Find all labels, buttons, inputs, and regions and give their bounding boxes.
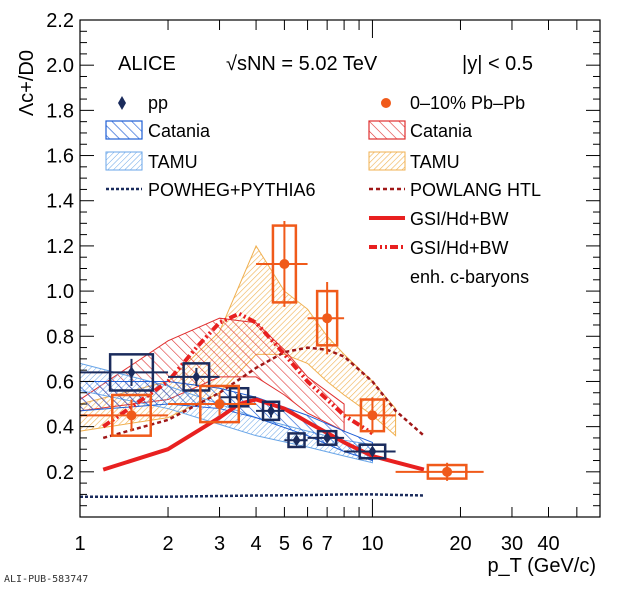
legend-tamu-pbpb-swatch bbox=[368, 151, 406, 171]
pbpb-point bbox=[256, 221, 308, 307]
legend-catania-pp-label: Catania bbox=[148, 121, 211, 141]
pp-point bbox=[168, 362, 220, 392]
y-tick-label: 2.0 bbox=[46, 55, 74, 77]
legend-powheg-label: POWHEG+PYTHIA6 bbox=[148, 180, 316, 200]
legend-gsi-label: GSI/Hd+BW bbox=[410, 209, 509, 229]
y-tick-label: 2.2 bbox=[46, 10, 74, 32]
x-tick-label: 7 bbox=[322, 533, 333, 555]
pp-marker bbox=[192, 370, 201, 383]
y-tick-label: 1.4 bbox=[46, 191, 74, 213]
energy-label: √sNN = 5.02 TeV bbox=[226, 53, 378, 75]
y-tick-label: 0.4 bbox=[46, 417, 74, 439]
pbpb-point bbox=[80, 393, 169, 437]
x-tick-label: 3 bbox=[214, 533, 225, 555]
legend-powlang-label: POWLANG HTL bbox=[410, 180, 541, 200]
y-axis-title: Λc+/D0 bbox=[16, 50, 38, 116]
pp-marker bbox=[267, 404, 276, 417]
legend-pbpb-marker bbox=[381, 98, 391, 108]
powlang-pbpb-line bbox=[102, 346, 425, 440]
pp-point bbox=[80, 353, 169, 392]
y-tick-label: 1.6 bbox=[46, 146, 74, 168]
y-tick-label: 0.2 bbox=[46, 462, 74, 484]
x-tick-label: 20 bbox=[449, 533, 471, 555]
pbpb-marker bbox=[322, 313, 333, 324]
pp-marker bbox=[127, 366, 136, 379]
y-tick-label: 0.6 bbox=[46, 371, 74, 393]
pp-point bbox=[256, 400, 285, 422]
pbpb-marker bbox=[279, 258, 290, 269]
pbpb-marker bbox=[126, 410, 137, 421]
pbpb-marker bbox=[367, 410, 378, 421]
legend-gsi-enh-label-2: enh. c-baryons bbox=[410, 267, 529, 287]
axes: 0.2 0.4 0.6 0.8 1.0 1.2 1.4 1.6 1.8 2.0 2.2 1 2 3 4 5 6 7… bbox=[46, 10, 601, 555]
x-tick-label: 2 bbox=[162, 533, 173, 555]
legend-pp-marker bbox=[118, 96, 126, 110]
gsi-enh-pbpb-line bbox=[102, 311, 374, 436]
pbpb-point bbox=[344, 397, 396, 434]
pp-point bbox=[307, 429, 345, 446]
publication-id: ALI-PUB-583747 bbox=[4, 574, 89, 585]
legend-tamu-pbpb-label: TAMU bbox=[410, 152, 460, 172]
pbpb-point bbox=[307, 282, 345, 355]
legend-catania-pbpb-swatch bbox=[368, 120, 406, 140]
legend-pbpb-label: 0–10% Pb–Pb bbox=[410, 93, 525, 113]
legend-pp-label: pp bbox=[148, 93, 168, 113]
pbpb-marker bbox=[442, 466, 453, 477]
legend-catania-pp-swatch bbox=[105, 120, 143, 140]
y-tick-label: 0.8 bbox=[46, 326, 74, 348]
legend-tamu-pp-swatch bbox=[105, 151, 143, 171]
x-axis-title: p_T (GeV/c) bbox=[487, 555, 596, 577]
x-tick-label: 5 bbox=[279, 533, 290, 555]
pbpb-marker bbox=[214, 399, 225, 410]
pbpb-point bbox=[168, 384, 257, 424]
pbpb-point bbox=[395, 462, 484, 481]
pp-marker bbox=[292, 434, 301, 447]
y-tick-label: 1.2 bbox=[46, 236, 74, 258]
legend-tamu-pp-label: TAMU bbox=[148, 152, 198, 172]
y-tick-label: 1.8 bbox=[46, 100, 74, 122]
x-tick-label: 10 bbox=[361, 533, 383, 555]
x-tick-label: 1 bbox=[74, 533, 85, 555]
x-tick-label: 30 bbox=[501, 533, 523, 555]
pp-marker bbox=[323, 431, 332, 444]
powheg-pp-line bbox=[80, 493, 424, 498]
x-tick-label: 4 bbox=[251, 533, 262, 555]
rapidity-label: |y| < 0.5 bbox=[462, 53, 533, 75]
data-points bbox=[80, 221, 484, 481]
pp-point bbox=[284, 432, 308, 449]
x-tick-label: 6 bbox=[302, 533, 313, 555]
pp-marker bbox=[368, 445, 377, 458]
legend: pp Catania TAMU POWHEG+PYTHIA6 0–10% Pb–… bbox=[105, 93, 541, 287]
pp-point bbox=[344, 443, 396, 460]
legend-gsi-enh-label: GSI/Hd+BW bbox=[410, 238, 509, 258]
experiment-label: ALICE bbox=[118, 53, 176, 75]
catania-pp-band bbox=[79, 380, 373, 462]
y-tick-label: 1.0 bbox=[46, 281, 74, 303]
x-tick-label: 40 bbox=[537, 533, 559, 555]
legend-catania-pbpb-label: Catania bbox=[410, 121, 473, 141]
